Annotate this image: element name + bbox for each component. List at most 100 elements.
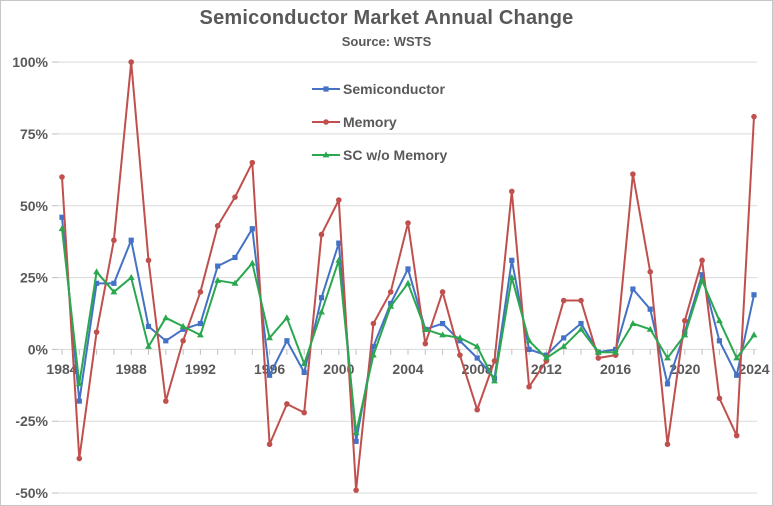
x-axis-tick-label: 1988 <box>116 361 147 377</box>
data-point-semiconductor <box>318 295 325 301</box>
chart-title: Semiconductor Market Annual Change <box>199 7 574 29</box>
data-point-memory <box>336 197 342 203</box>
data-point-sc-w-o-memory <box>733 354 741 361</box>
data-point-semiconductor <box>751 292 757 298</box>
data-point-semiconductor <box>249 226 255 232</box>
data-point-sc-w-o-memory <box>75 380 83 387</box>
x-axis-tick-label: 1984 <box>46 361 77 377</box>
data-point-sc-w-o-memory <box>387 302 395 309</box>
data-point-memory <box>59 174 65 180</box>
data-point-memory <box>301 409 308 416</box>
data-point-sc-w-o-memory <box>370 351 377 358</box>
data-point-memory <box>353 487 359 493</box>
data-point-memory <box>682 317 688 324</box>
y-axis-tick-label: 25% <box>20 270 49 286</box>
data-point-semiconductor <box>578 320 584 327</box>
x-axis-tick-label: 2000 <box>323 361 354 377</box>
data-point-semiconductor <box>336 240 342 246</box>
data-point-semiconductor <box>526 346 532 352</box>
data-point-sc-w-o-memory <box>248 259 256 266</box>
data-point-sc-w-o-memory <box>664 354 671 361</box>
data-point-memory <box>578 297 584 304</box>
data-point-semiconductor <box>353 438 359 444</box>
data-point-sc-w-o-memory <box>612 348 619 355</box>
data-point-sc-w-o-memory <box>127 273 135 280</box>
y-axis-tick-label: 50% <box>20 198 49 214</box>
legend-item-sc-wo-memory: SC w/o Memory <box>311 147 447 163</box>
data-point-sc-w-o-memory <box>110 288 118 295</box>
data-point-memory <box>509 188 515 195</box>
data-point-sc-w-o-memory <box>629 319 637 326</box>
data-point-memory <box>630 171 636 177</box>
data-point-memory <box>128 59 134 65</box>
data-point-memory <box>751 113 757 120</box>
legend-marker <box>323 86 329 92</box>
legend-label: Memory <box>343 114 397 130</box>
data-point-sc-w-o-memory <box>318 308 325 315</box>
data-point-sc-w-o-memory <box>352 429 360 436</box>
data-point-semiconductor <box>664 381 671 387</box>
data-point-sc-w-o-memory <box>58 225 66 232</box>
y-axis-tick-label: 75% <box>20 126 49 142</box>
data-point-memory <box>439 289 446 295</box>
data-point-memory <box>163 398 169 404</box>
data-point-semiconductor <box>145 323 152 330</box>
data-point-semiconductor <box>509 257 515 263</box>
data-point-memory <box>491 358 498 364</box>
legend-item-memory: Memory <box>311 114 447 130</box>
chart-subtitle: Source: WSTS <box>341 34 432 49</box>
y-axis-tick-label: -25% <box>15 413 48 429</box>
data-point-sc-w-o-memory <box>681 331 689 338</box>
x-axis-tick-label: 2024 <box>738 361 769 377</box>
x-axis-tick-label: 2016 <box>600 361 631 377</box>
data-point-memory <box>733 432 740 439</box>
data-point-semiconductor <box>59 214 65 220</box>
x-axis-tick-label: 1992 <box>185 361 216 377</box>
data-point-memory <box>197 289 204 295</box>
data-point-semiconductor <box>128 237 134 243</box>
data-point-semiconductor <box>232 254 238 261</box>
data-point-semiconductor <box>405 266 411 272</box>
y-axis-tick-label: -50% <box>15 485 48 501</box>
data-point-memory <box>474 406 481 413</box>
y-axis-tick-label: 100% <box>12 54 48 70</box>
data-point-semiconductor <box>94 280 100 286</box>
data-point-sc-w-o-memory <box>266 334 273 341</box>
data-point-sc-w-o-memory <box>508 273 516 280</box>
data-point-memory <box>457 352 463 358</box>
data-point-memory <box>560 297 567 304</box>
data-point-semiconductor <box>457 338 463 344</box>
data-point-sc-w-o-memory <box>473 342 481 349</box>
data-point-semiconductor <box>370 343 376 350</box>
data-point-sc-w-o-memory <box>646 325 654 332</box>
data-point-memory <box>405 220 411 226</box>
x-axis-tick-label: 2008 <box>462 361 493 377</box>
legend-marker <box>322 151 330 158</box>
data-point-semiconductor <box>180 326 186 332</box>
data-point-memory <box>145 257 152 264</box>
data-point-sc-w-o-memory <box>456 334 464 341</box>
data-point-sc-w-o-memory <box>145 342 152 349</box>
legend-item-semiconductor: Semiconductor <box>311 81 447 97</box>
data-point-memory <box>249 159 256 166</box>
data-point-sc-w-o-memory <box>750 331 758 338</box>
data-point-semiconductor <box>197 320 203 327</box>
data-point-sc-w-o-memory <box>404 279 412 286</box>
data-point-semiconductor <box>716 338 722 344</box>
blue-line-square-marker-icon <box>311 83 341 95</box>
data-point-semiconductor <box>699 272 705 278</box>
data-point-memory <box>699 257 705 264</box>
data-point-semiconductor <box>440 320 446 327</box>
data-point-semiconductor <box>474 355 480 361</box>
data-point-semiconductor <box>76 398 82 404</box>
data-point-sc-w-o-memory <box>439 331 446 338</box>
data-point-memory <box>214 223 221 229</box>
data-point-memory <box>370 320 377 327</box>
data-point-memory <box>647 269 653 275</box>
data-point-memory <box>716 395 723 402</box>
data-point-memory <box>76 455 83 462</box>
data-point-semiconductor <box>561 335 567 341</box>
data-point-sc-w-o-memory <box>698 276 706 283</box>
